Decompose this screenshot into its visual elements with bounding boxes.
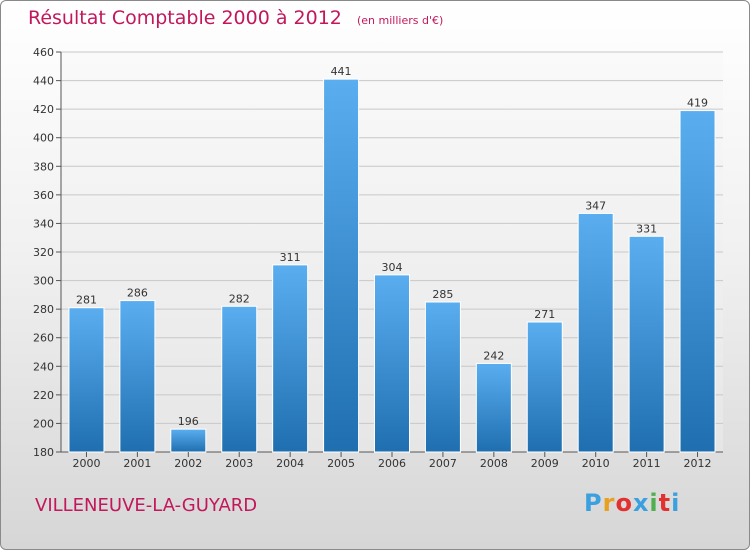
data-label-2010: 347 <box>585 199 606 212</box>
y-tick-label: 420 <box>33 103 54 116</box>
y-tick-label: 400 <box>33 132 54 145</box>
title-row: Résultat Comptable 2000 à 2012 (en milli… <box>28 7 443 29</box>
y-tick-label: 260 <box>33 332 54 345</box>
y-tick-label: 340 <box>33 217 54 230</box>
data-label-2009: 271 <box>534 308 555 321</box>
y-tick-label: 240 <box>33 360 54 373</box>
chart-title: Résultat Comptable 2000 à 2012 <box>28 7 342 29</box>
data-label-2001: 286 <box>127 287 148 300</box>
bar-2010 <box>577 212 614 453</box>
data-label-2011: 331 <box>636 222 657 235</box>
bar-2000 <box>68 307 105 453</box>
y-tick-label: 220 <box>33 389 54 402</box>
x-tick-label-2010: 2010 <box>582 457 610 470</box>
bar-2005 <box>323 78 360 453</box>
bar-2012 <box>679 110 716 453</box>
data-label-2012: 419 <box>687 97 708 110</box>
bar-2001 <box>119 300 156 453</box>
data-label-2003: 282 <box>229 292 250 305</box>
y-tick-label: 360 <box>33 189 54 202</box>
data-label-2006: 304 <box>382 261 403 274</box>
y-tick-label: 300 <box>33 275 54 288</box>
x-tick-label-2003: 2003 <box>225 457 253 470</box>
y-tick-label: 200 <box>33 417 54 430</box>
data-label-2007: 285 <box>432 288 453 301</box>
y-tick-label: 280 <box>33 303 54 316</box>
x-tick-label-2004: 2004 <box>276 457 304 470</box>
x-tick-label-2002: 2002 <box>174 457 202 470</box>
logo-letter: t <box>658 489 672 517</box>
y-tick-label: 320 <box>33 246 54 259</box>
x-tick-label-2012: 2012 <box>684 457 712 470</box>
data-label-2002: 196 <box>178 415 199 428</box>
bar-2002 <box>170 428 207 453</box>
x-tick-label-2011: 2011 <box>633 457 661 470</box>
y-tick-label: 440 <box>33 75 54 88</box>
y-tick-label: 380 <box>33 160 54 173</box>
chart-subtitle: (en milliers d'€) <box>356 14 444 27</box>
logo-letter: o <box>615 489 633 517</box>
logo-letter: x <box>632 489 650 517</box>
bar-2004 <box>272 264 309 453</box>
data-label-2000: 281 <box>76 294 97 307</box>
bar-2011 <box>628 235 665 453</box>
y-tick-label: 460 <box>33 46 54 59</box>
bar-2007 <box>424 301 461 453</box>
logo-letter: r <box>602 489 616 517</box>
x-tick-label-2008: 2008 <box>480 457 508 470</box>
logo-letter: i <box>649 489 659 517</box>
bar-2008 <box>475 362 512 453</box>
x-tick-label-2001: 2001 <box>123 457 151 470</box>
y-tick-label: 180 <box>33 446 54 459</box>
data-label-2008: 242 <box>483 349 504 362</box>
bar-2009 <box>526 321 563 453</box>
x-tick-label-2000: 2000 <box>72 457 100 470</box>
logo-letter: P <box>584 489 603 517</box>
logo-letter: i <box>671 489 681 517</box>
x-tick-label-2006: 2006 <box>378 457 406 470</box>
place-name: VILLENEUVE-LA-GUYARD <box>35 495 258 516</box>
x-tick-label-2005: 2005 <box>327 457 355 470</box>
x-tick-label-2007: 2007 <box>429 457 457 470</box>
data-label-2005: 441 <box>331 65 352 78</box>
bar-2006 <box>374 274 410 453</box>
proxiti-logo: Proxiti <box>584 489 680 517</box>
data-label-2004: 311 <box>280 251 301 264</box>
bar-2003 <box>221 305 258 453</box>
x-tick-label-2009: 2009 <box>531 457 559 470</box>
